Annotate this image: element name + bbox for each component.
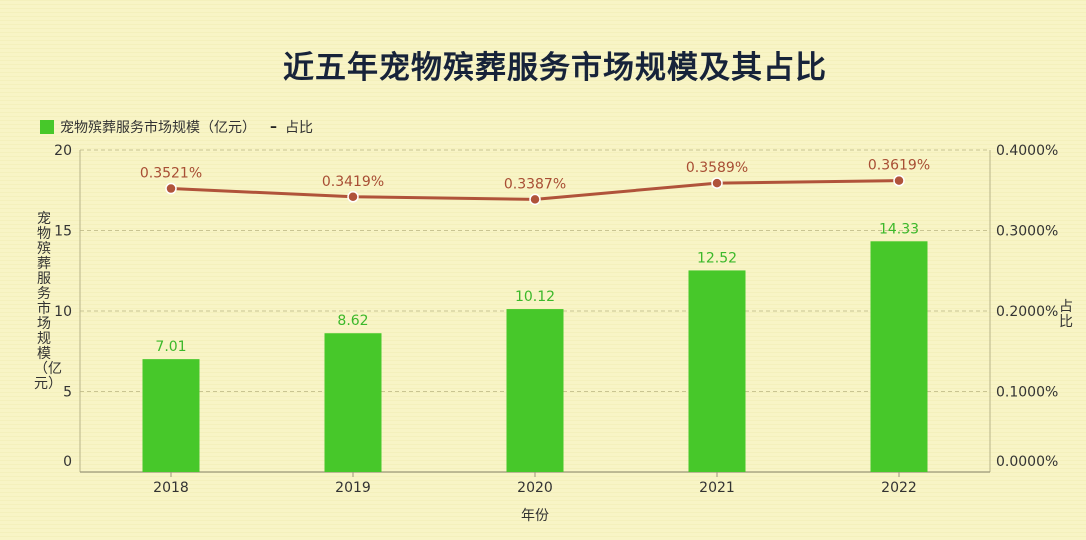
y-left-tick-label: 0 bbox=[63, 454, 72, 470]
share-point bbox=[347, 191, 359, 203]
y-right-tick-label: 0.0000% bbox=[996, 454, 1058, 470]
share-value-label: 0.3619% bbox=[868, 158, 930, 174]
bar bbox=[324, 333, 382, 472]
y-left-tick-label: 20 bbox=[54, 143, 72, 159]
x-tick-label: 2018 bbox=[153, 480, 189, 496]
y-left-tick-label: 10 bbox=[54, 304, 72, 320]
bar bbox=[870, 241, 928, 472]
bar bbox=[688, 270, 746, 472]
legend-bar-label: 宠物殡葬服务市场规模（亿元） bbox=[60, 120, 256, 136]
legend: 宠物殡葬服务市场规模（亿元） – 占比 bbox=[40, 117, 313, 137]
share-value-label: 0.3521% bbox=[140, 166, 202, 182]
y-left-tick-label: 15 bbox=[54, 224, 72, 240]
x-tick-label: 2022 bbox=[881, 480, 917, 496]
share-value-label: 0.3419% bbox=[322, 174, 384, 190]
y-right-tick-label: 0.4000% bbox=[996, 143, 1058, 159]
x-axis-title: 年份 bbox=[521, 508, 549, 524]
bar-value-label: 7.01 bbox=[155, 339, 186, 355]
x-tick-label: 2021 bbox=[699, 480, 735, 496]
bar bbox=[506, 309, 564, 472]
y-axis-left-title: 宠物殡葬服务市场规模（亿元） bbox=[34, 211, 62, 392]
share-value-label: 0.3589% bbox=[686, 160, 748, 176]
x-tick-label: 2019 bbox=[335, 480, 371, 496]
share-value-label: 0.3387% bbox=[504, 176, 566, 192]
x-tick-label: 2020 bbox=[517, 480, 553, 496]
y-right-tick-label: 0.2000% bbox=[996, 304, 1058, 320]
bar-value-label: 10.12 bbox=[515, 289, 555, 305]
chart-title: 近五年宠物殡葬服务市场规模及其占比 bbox=[283, 50, 827, 86]
y-left-tick-label: 5 bbox=[63, 385, 72, 401]
legend-bar-swatch bbox=[40, 120, 54, 134]
share-point bbox=[893, 174, 905, 187]
y-right-tick-label: 0.1000% bbox=[996, 385, 1058, 401]
y-right-tick-label: 0.3000% bbox=[996, 224, 1058, 240]
bar-value-label: 14.33 bbox=[879, 221, 919, 237]
bar bbox=[142, 359, 200, 472]
bar-value-label: 8.62 bbox=[337, 313, 368, 329]
y-axis-right-title: 占比 bbox=[1059, 299, 1073, 330]
share-point bbox=[165, 182, 177, 195]
bar-value-label: 12.52 bbox=[697, 250, 737, 266]
share-point bbox=[529, 193, 541, 206]
legend-line-label: 占比 bbox=[285, 120, 313, 136]
legend-line-swatch: – bbox=[270, 119, 277, 135]
share-point bbox=[711, 177, 723, 189]
